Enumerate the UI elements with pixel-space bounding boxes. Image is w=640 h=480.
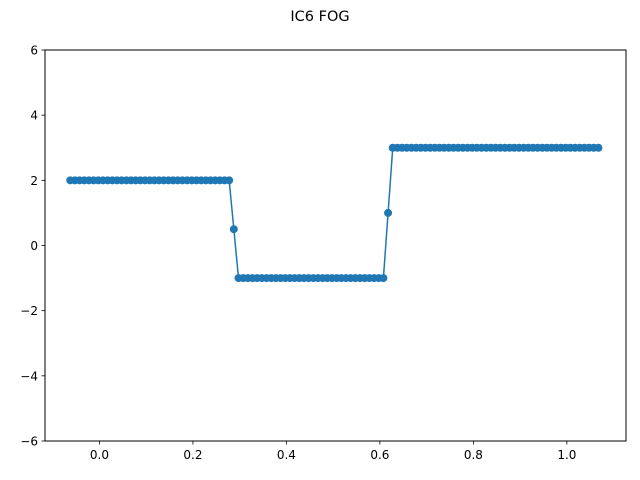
x-axis: 0.0 0.2 0.4 0.6 0.8 1.0 xyxy=(90,441,576,462)
data-point xyxy=(229,225,238,234)
y-tick-label: −6 xyxy=(20,435,38,449)
data-point xyxy=(594,143,603,152)
y-tick-label: 6 xyxy=(30,44,38,58)
plot-area xyxy=(66,143,603,283)
data-point xyxy=(225,176,234,185)
x-tick-label: 0.2 xyxy=(183,448,202,462)
y-tick-label: 0 xyxy=(30,239,38,253)
chart-title: IC6 FOG xyxy=(290,9,349,25)
x-tick-label: 0.4 xyxy=(277,448,296,462)
y-tick-label: 2 xyxy=(30,174,38,188)
series-line xyxy=(70,147,599,279)
y-tick-label: −2 xyxy=(20,304,38,318)
x-tick-label: 0.6 xyxy=(370,448,389,462)
x-tick-label: 0.8 xyxy=(464,448,483,462)
x-tick-label: 1.0 xyxy=(557,448,576,462)
axes-frame xyxy=(44,49,627,442)
x-tick-label: 0.0 xyxy=(90,448,109,462)
y-tick-label: 4 xyxy=(30,109,38,123)
y-tick-label: −4 xyxy=(20,369,38,383)
y-axis: −6 −4 −2 0 2 4 6 xyxy=(20,44,45,449)
data-point xyxy=(379,274,388,283)
data-point xyxy=(384,208,393,217)
